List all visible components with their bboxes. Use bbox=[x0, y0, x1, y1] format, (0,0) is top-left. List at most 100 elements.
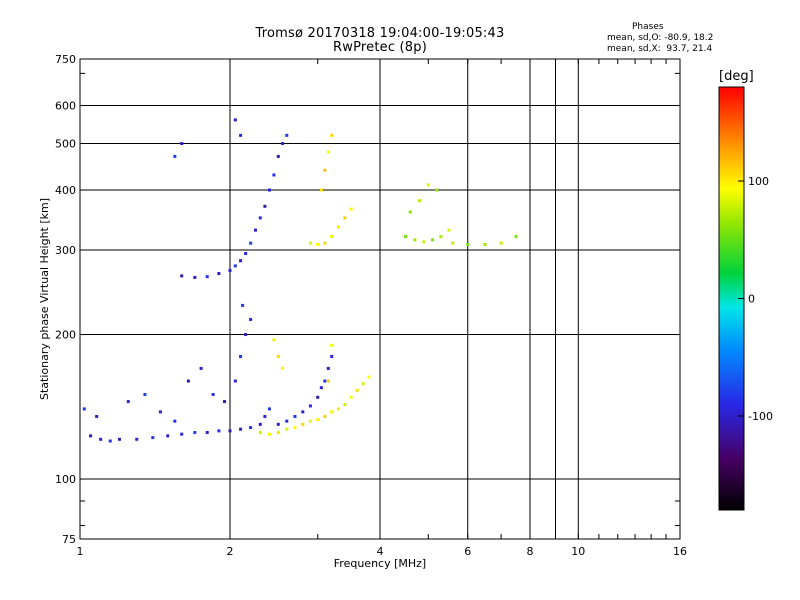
data-point bbox=[239, 354, 243, 358]
data-point bbox=[89, 434, 93, 438]
x-tick-label: 16 bbox=[673, 545, 687, 558]
data-point bbox=[330, 410, 334, 414]
data-point bbox=[276, 154, 280, 158]
data-point bbox=[263, 204, 267, 208]
data-point bbox=[239, 427, 243, 431]
data-point bbox=[193, 431, 197, 435]
data-point bbox=[308, 404, 312, 408]
data-point bbox=[361, 382, 365, 386]
data-point bbox=[408, 210, 412, 214]
data-point bbox=[205, 431, 209, 435]
data-point bbox=[343, 216, 347, 220]
y-tick-label: 400 bbox=[55, 184, 76, 197]
data-point bbox=[166, 434, 170, 438]
data-point bbox=[258, 431, 262, 435]
data-point bbox=[233, 118, 237, 122]
data-point bbox=[403, 235, 407, 239]
data-point bbox=[233, 264, 237, 268]
data-point bbox=[466, 243, 470, 247]
y-axis-title: Stationary phase Virtual Height [km] bbox=[38, 198, 51, 400]
data-point bbox=[330, 133, 334, 137]
data-point bbox=[217, 272, 221, 276]
colorbar-unit-label: [deg] bbox=[719, 69, 754, 84]
data-point bbox=[281, 366, 285, 370]
data-point bbox=[323, 414, 327, 418]
data-point bbox=[217, 429, 221, 433]
data-point bbox=[323, 379, 327, 383]
data-point bbox=[99, 437, 103, 441]
data-point bbox=[293, 426, 297, 430]
colorbar-tick-label: 100 bbox=[748, 175, 769, 188]
x-tick-label: 2 bbox=[227, 545, 234, 558]
y-tick-label: 600 bbox=[55, 100, 76, 113]
data-point bbox=[447, 228, 451, 232]
data-point bbox=[258, 422, 262, 426]
data-point bbox=[276, 431, 280, 435]
data-point bbox=[316, 395, 320, 399]
data-point bbox=[435, 188, 439, 192]
colorbar-tick-label: 0 bbox=[748, 293, 755, 306]
data-point bbox=[158, 410, 162, 414]
x-tick-label: 1 bbox=[77, 545, 84, 558]
data-point bbox=[367, 375, 371, 379]
data-point bbox=[285, 419, 289, 423]
data-point bbox=[431, 238, 435, 242]
data-point bbox=[349, 207, 353, 211]
data-point bbox=[323, 241, 327, 245]
y-tick-label: 75 bbox=[62, 533, 76, 546]
data-point bbox=[258, 216, 262, 220]
data-point bbox=[249, 317, 253, 321]
data-point bbox=[228, 429, 232, 433]
data-point bbox=[308, 241, 312, 245]
data-point bbox=[253, 228, 257, 232]
data-point bbox=[326, 150, 330, 154]
data-point bbox=[483, 243, 487, 247]
data-point bbox=[272, 338, 276, 342]
data-point bbox=[233, 379, 237, 383]
data-point bbox=[244, 252, 248, 256]
data-point bbox=[323, 168, 327, 172]
data-point bbox=[186, 379, 190, 383]
data-point bbox=[326, 379, 330, 383]
data-point bbox=[336, 225, 340, 229]
colorbar-tick-label: -100 bbox=[748, 410, 773, 423]
data-point bbox=[228, 268, 232, 272]
data-point bbox=[422, 240, 426, 244]
data-point bbox=[285, 133, 289, 137]
data-point bbox=[514, 235, 518, 239]
data-point bbox=[316, 243, 320, 247]
data-point bbox=[330, 235, 334, 239]
data-point bbox=[239, 259, 243, 263]
data-point bbox=[239, 133, 243, 137]
x-axis-title: Frequency [MHz] bbox=[334, 557, 426, 570]
y-tick-label: 500 bbox=[55, 138, 76, 151]
y-tick-label: 100 bbox=[55, 473, 76, 486]
data-point bbox=[276, 354, 280, 358]
y-tick-label: 750 bbox=[55, 53, 76, 66]
data-point bbox=[326, 366, 330, 370]
data-point bbox=[205, 275, 209, 279]
data-point bbox=[199, 366, 203, 370]
x-tick-label: 10 bbox=[571, 545, 585, 558]
data-point bbox=[180, 274, 184, 278]
data-point bbox=[330, 354, 334, 358]
data-point bbox=[426, 183, 430, 187]
data-point bbox=[135, 437, 139, 441]
x-tick-label: 6 bbox=[464, 545, 471, 558]
data-point bbox=[180, 142, 184, 146]
data-point bbox=[241, 303, 245, 307]
stats-heading: Phases bbox=[632, 22, 664, 32]
data-point bbox=[319, 188, 323, 192]
data-point bbox=[267, 432, 271, 436]
stats-x-mode: mean, sd,X: 93.7, 21.4 bbox=[607, 44, 713, 54]
data-point bbox=[272, 173, 276, 177]
data-point bbox=[293, 414, 297, 418]
data-point bbox=[439, 235, 443, 239]
data-point bbox=[249, 426, 253, 430]
data-point bbox=[301, 410, 305, 414]
data-point bbox=[499, 241, 503, 245]
data-point bbox=[301, 422, 305, 426]
data-point bbox=[193, 275, 197, 279]
data-point bbox=[308, 419, 312, 423]
